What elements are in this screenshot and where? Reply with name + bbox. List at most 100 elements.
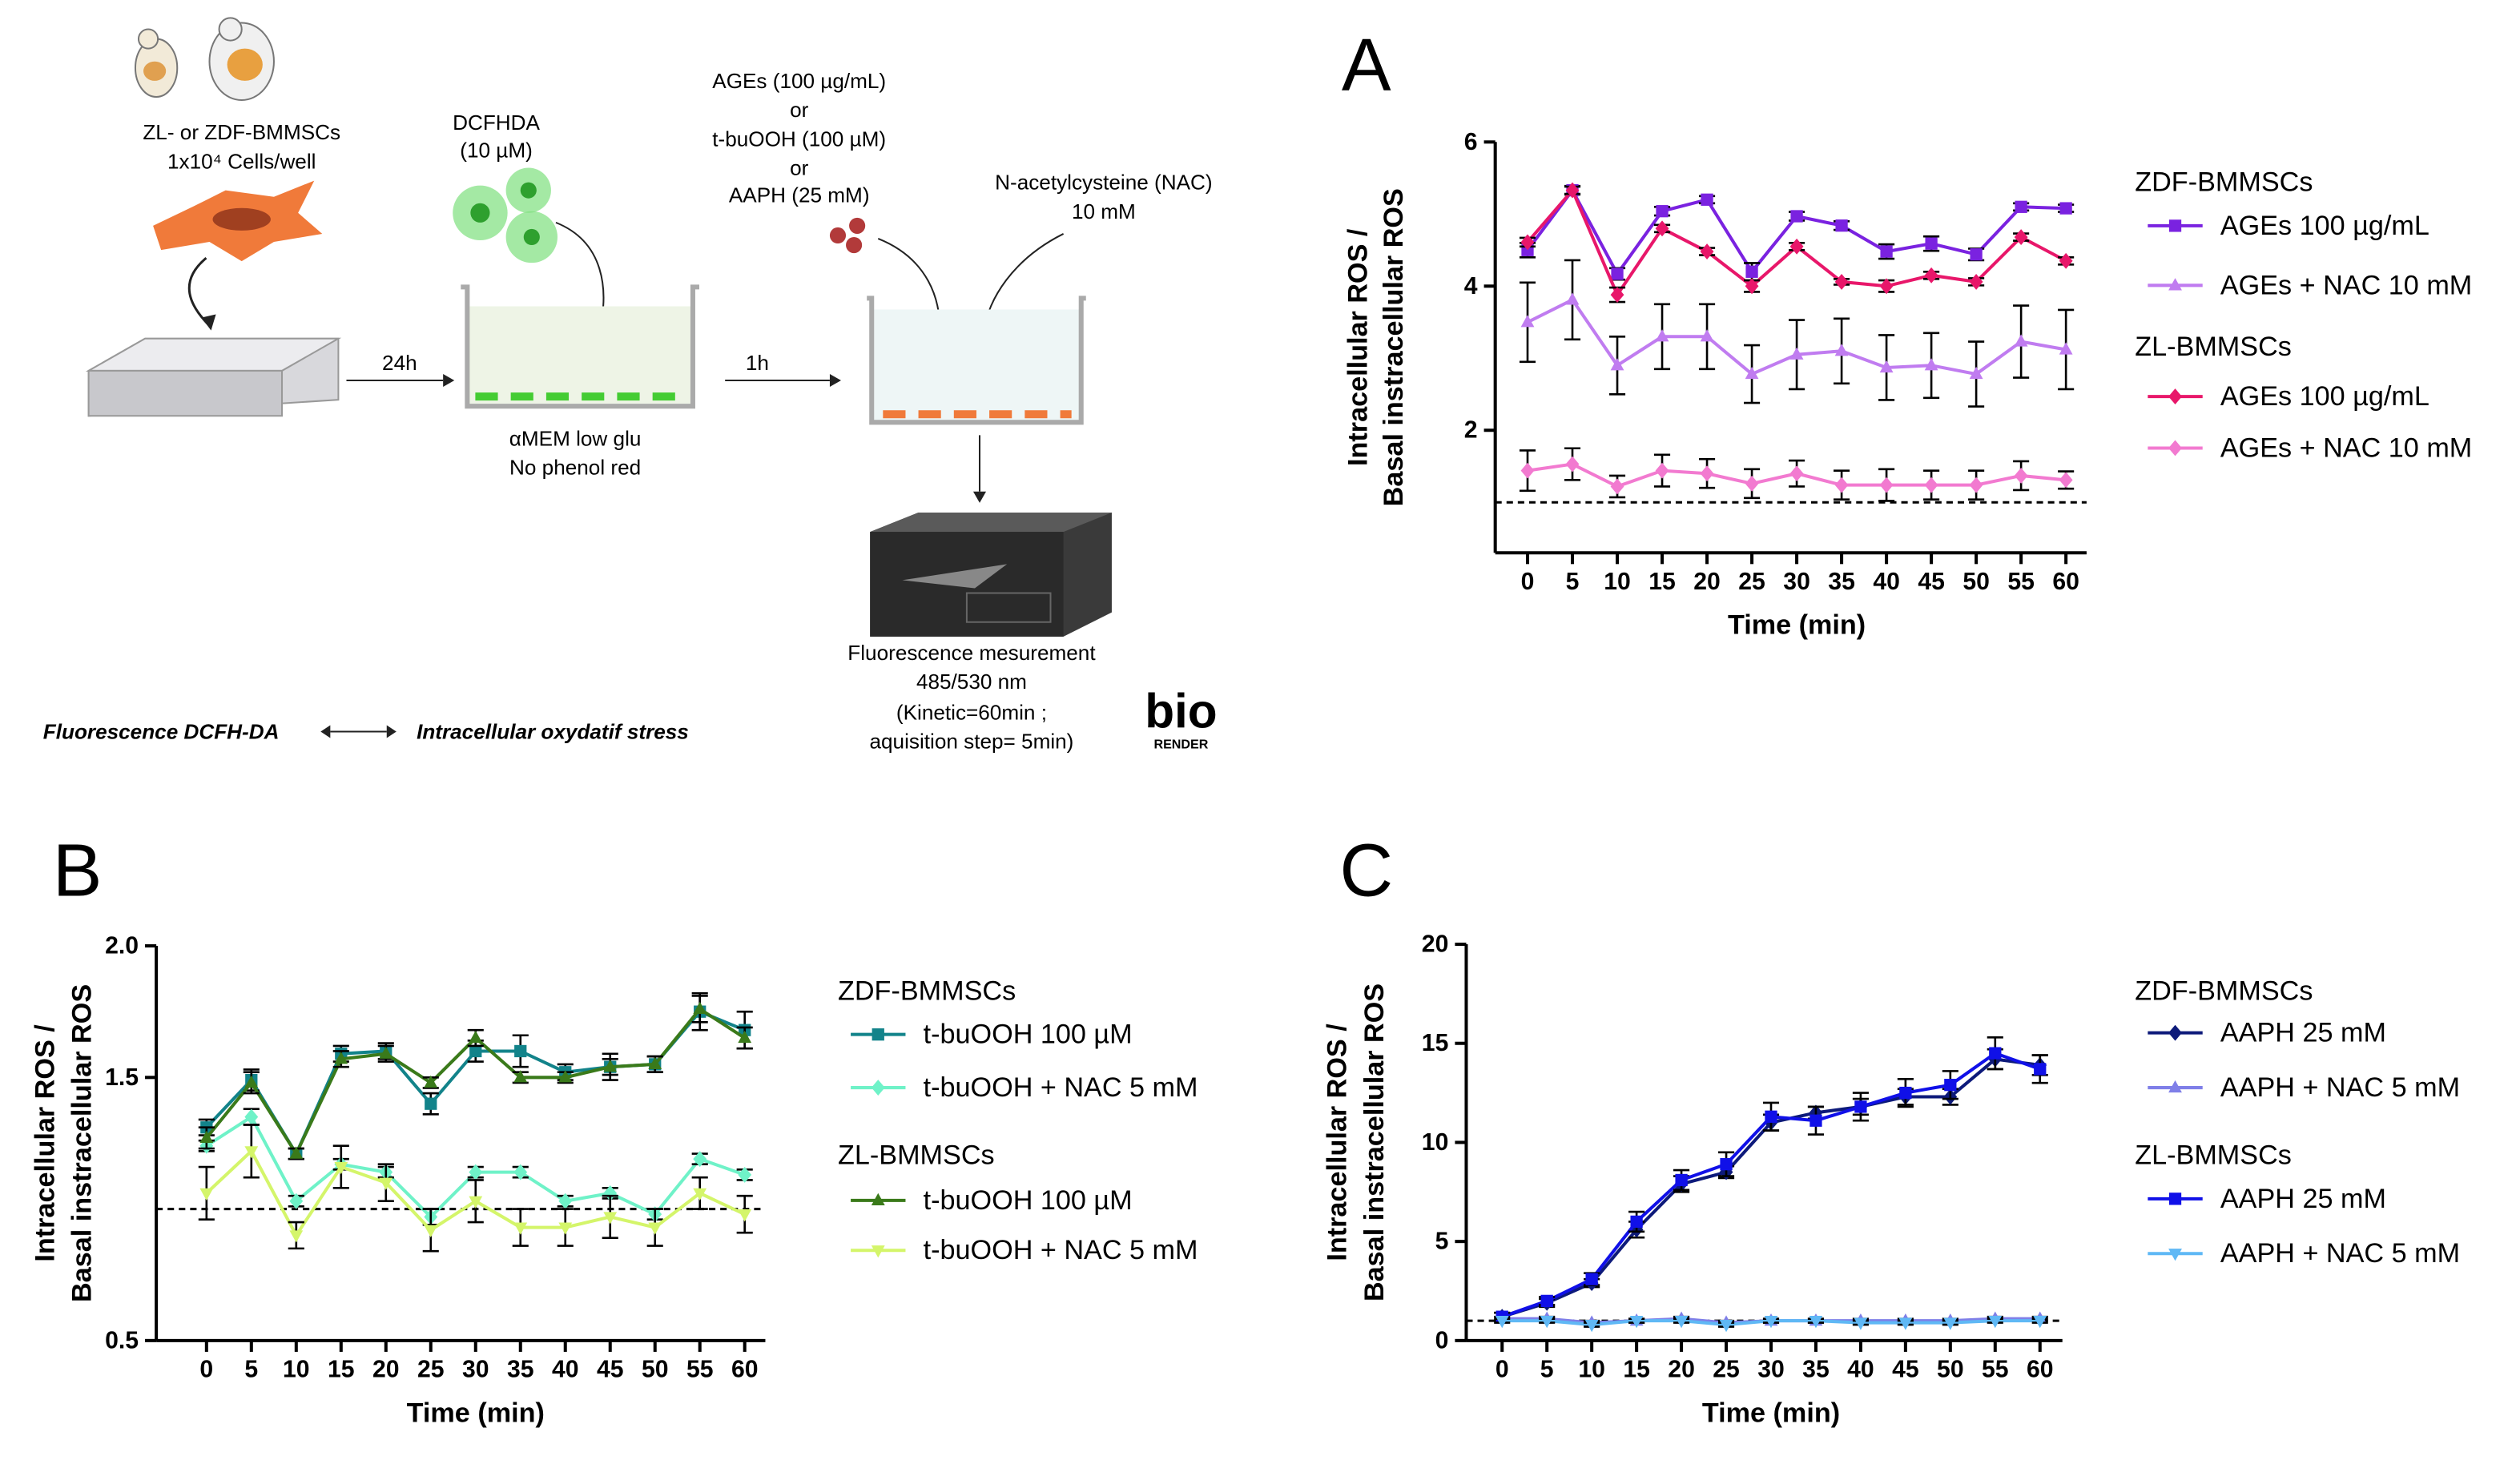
data-point [1989,1047,2002,1060]
schematic: ZL- or ZDF-BMMSCs 1x10⁴ Cells/well DCFHD… [43,17,1218,754]
data-point [1789,465,1804,482]
data-point [603,1212,618,1225]
data-point [1765,1110,1777,1123]
x-tick-label: 0 [1495,1357,1509,1383]
data-point [558,1193,573,1209]
diagram-text: Fluorescence DCFH-DA [43,720,280,744]
diagram-text: αMEM low glu [509,426,642,450]
x-tick-label: 0 [1521,569,1535,595]
data-point [1745,475,1759,492]
legend-group: ZL-BMMSCs [838,1140,995,1171]
diagram-text: 24h [382,351,417,375]
data-point [1809,1114,1822,1127]
data-point [558,1070,573,1083]
legend-marker [2168,1193,2182,1205]
legend-group: ZL-BMMSCs [2135,1140,2292,1171]
diagram-text: No phenol red [509,456,641,480]
data-point [1720,1158,1733,1171]
data-point [738,1166,752,1183]
data-point [2014,334,2028,347]
data-point [1970,248,1983,261]
stress-molecules [829,217,866,254]
data-point [1674,1316,1689,1329]
data-point [424,1075,438,1088]
data-point [425,1097,437,1110]
x-tick-label: 10 [1578,1357,1605,1383]
x-tick-label: 20 [1668,1357,1695,1383]
y-tick-label: 4 [1464,273,1478,300]
data-point [2015,200,2027,213]
panel-label: C [1339,829,1393,912]
y-axis-title: Basal instracellular ROS [1379,188,1409,506]
legend-label: AAPH + NAC 5 mM [2220,1072,2460,1103]
data-point [1854,1100,1867,1113]
data-point [1540,1316,1554,1329]
legend-marker [2168,278,2182,291]
y-tick-label: 2.0 [105,933,139,959]
data-point [1520,315,1535,328]
diagram-text: aquisition step= 5min) [870,730,1074,754]
data-point [244,1146,259,1159]
x-tick-label: 5 [1566,569,1580,595]
x-tick-label: 10 [283,1357,310,1383]
data-point [1565,292,1580,305]
data-point [1520,234,1535,251]
legend-group: ZDF-BMMSCs [2135,167,2313,198]
data-point [1924,267,1938,284]
data-point [334,1052,348,1064]
x-axis-title: Time (min) [407,1398,545,1428]
data-point [1834,344,1849,356]
data-point [1880,245,1893,258]
data-point [289,1230,304,1243]
x-tick-label: 15 [1648,569,1676,595]
x-tick-label: 45 [597,1357,624,1383]
diagram-text: N-acetylcysteine (NAC) [995,171,1212,195]
data-point [693,1001,707,1015]
data-point [469,1164,483,1180]
y-axis-title: Intracellular ROS / [30,1024,60,1262]
data-point [1764,1316,1778,1329]
data-point [289,1193,304,1209]
legend-marker [871,1245,885,1258]
data-point [1834,477,1849,493]
x-axis-title: Time (min) [1728,610,1866,641]
legend-group: ZL-BMMSCs [2135,332,2292,362]
data-point [1944,1079,1957,1092]
legend-marker [871,1193,885,1205]
diagram-text: ZL- or ZDF-BMMSCs [143,120,340,144]
data-point [648,1222,662,1235]
data-point [1611,267,1624,280]
data-point [244,1075,259,1088]
x-tick-label: 60 [731,1357,759,1383]
data-point [693,1188,707,1201]
data-point [1719,1319,1733,1333]
data-point [1700,243,1714,260]
data-point [513,1222,528,1235]
data-point [1790,210,1803,223]
legend-marker [871,1080,885,1096]
y-axis-title: Basal instracellular ROS [67,984,98,1302]
x-tick-label: 25 [417,1357,445,1383]
diagram-text: t-buOOH (100 µM) [712,127,886,151]
legend-marker [2168,1024,2182,1041]
diagram-text: 485/530 nm [916,670,1027,694]
legend-label: t-buOOH 100 µM [924,1185,1133,1216]
data-point [513,1164,528,1180]
data-point [2059,342,2073,355]
data-point [1789,347,1804,360]
y-tick-label: 1.5 [105,1064,139,1091]
logo-text: RENDER [1153,738,1208,752]
x-tick-label: 50 [1962,569,1990,595]
assay-dish [867,296,1086,425]
diagram-text: AGEs (100 µg/mL) [712,69,886,93]
diagram-text: (Kinetic=60min ; [896,700,1047,724]
legend-marker [2168,1080,2182,1093]
data-point [289,1146,304,1159]
diagram-text: 1x10⁴ Cells/well [167,149,316,173]
data-point [424,1225,438,1238]
data-point [1700,329,1714,342]
logo-text: bio [1145,683,1217,738]
legend-label: AGEs + NAC 10 mM [2220,432,2472,463]
data-point [2014,468,2028,484]
